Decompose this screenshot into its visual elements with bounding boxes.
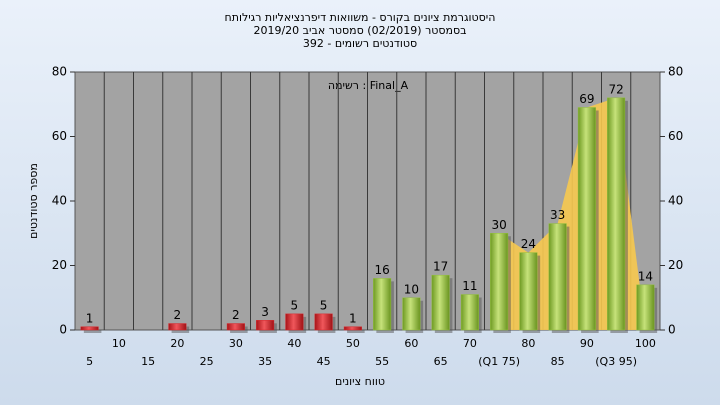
value-label: 30: [491, 218, 506, 232]
x-tick-label: 20: [170, 337, 184, 350]
y-tick-label: 0: [59, 323, 67, 337]
x-tick-label: 50: [346, 337, 360, 350]
bar: [343, 326, 362, 331]
value-label: 2: [174, 308, 182, 322]
subtitle: סטודנטים רשומים - 392: [303, 37, 417, 50]
x-tick-label: 55: [375, 355, 389, 368]
y-tick-label: 60: [52, 129, 67, 143]
x-tick-label: 40: [287, 337, 301, 350]
annotation: רשימה : Final_A: [328, 79, 409, 92]
bar: [460, 294, 479, 331]
value-label: 2: [232, 308, 240, 322]
value-label: 14: [638, 269, 653, 283]
bar: [431, 274, 450, 331]
value-label: 1: [349, 311, 357, 325]
subtitle: בסמסטר (02/2019) סמסטר אביב 2019/20: [253, 24, 466, 37]
y-axis-label: מספר סטודנטים: [27, 163, 40, 239]
x-tick-label: (Q3 95): [595, 355, 637, 368]
x-tick-label: 10: [112, 337, 126, 350]
x-tick-label: 45: [317, 355, 331, 368]
y-tick-label: 80: [52, 65, 67, 79]
y2-tick-label: 20: [668, 258, 683, 272]
y-tick-label: 40: [52, 194, 67, 208]
bar: [402, 297, 421, 331]
x-tick-label: 25: [200, 355, 214, 368]
bar: [548, 223, 567, 331]
y2-tick-label: 40: [668, 194, 683, 208]
y-tick-label: 20: [52, 258, 67, 272]
x-tick-label: 80: [521, 337, 535, 350]
value-label: 1: [86, 311, 94, 325]
value-label: 5: [320, 298, 328, 312]
value-label: 69: [579, 92, 594, 106]
x-tick-label: 35: [258, 355, 272, 368]
x-tick-label: 85: [551, 355, 565, 368]
x-tick-label: 65: [434, 355, 448, 368]
bar: [636, 284, 655, 331]
bar-shadow: [347, 329, 365, 333]
value-label: 17: [433, 260, 448, 274]
bar: [314, 313, 333, 331]
y2-tick-label: 0: [668, 323, 676, 337]
bar: [256, 320, 275, 331]
value-label: 33: [550, 208, 565, 222]
bar: [519, 252, 538, 331]
chart-title: היסטוגרמת ציונים בקורס - משוואות דיפרנצי…: [225, 11, 496, 24]
x-axis-label: טווח ציונים: [335, 375, 385, 388]
x-tick-label: 30: [229, 337, 243, 350]
x-tick-label: 5: [86, 355, 93, 368]
value-label: 3: [261, 305, 269, 319]
value-label: 11: [462, 279, 477, 293]
bar: [490, 233, 509, 331]
x-tick-label: 90: [580, 337, 594, 350]
y2-tick-label: 80: [668, 65, 683, 79]
bar: [168, 323, 187, 331]
value-label: 10: [404, 282, 419, 296]
bar: [607, 97, 626, 331]
y2-tick-label: 60: [668, 129, 683, 143]
x-tick-label: 60: [404, 337, 418, 350]
x-tick-label: 15: [141, 355, 155, 368]
bar: [80, 326, 99, 331]
value-label: 16: [374, 263, 389, 277]
x-tick-label: (Q1 75): [478, 355, 520, 368]
x-tick-label: 100: [635, 337, 656, 350]
bar: [373, 278, 392, 331]
bar: [577, 107, 596, 331]
x-tick-label: 70: [463, 337, 477, 350]
bar: [226, 323, 245, 331]
value-label: 72: [608, 82, 623, 96]
value-label: 24: [521, 237, 536, 251]
bar: [285, 313, 304, 331]
value-label: 5: [291, 298, 299, 312]
bar-shadow: [83, 329, 102, 333]
